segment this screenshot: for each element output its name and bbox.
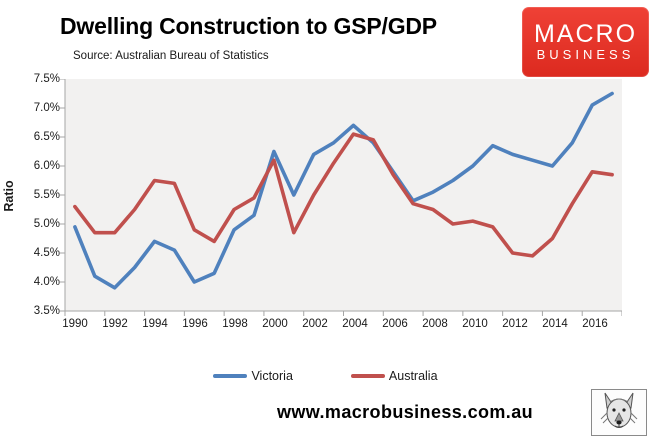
series-line-victoria — [73, 91, 614, 290]
x-axis-label: 1990 — [62, 318, 88, 330]
y-axis-label: 3.5% — [33, 305, 60, 317]
wolf-icon — [600, 392, 638, 428]
chart-title: Dwelling Construction to GSP/GDP — [60, 13, 437, 39]
x-axis-label: 2008 — [422, 318, 448, 330]
legend-item-victoria: Victoria — [213, 369, 293, 383]
y-axis-label: 6.5% — [33, 131, 60, 143]
x-axis-label: 2006 — [382, 318, 408, 330]
y-axis-label: 4.5% — [33, 247, 60, 259]
australia-line-swatch — [350, 374, 385, 378]
x-axis-label: 1994 — [142, 318, 168, 330]
x-axis-label: 2000 — [262, 318, 288, 330]
chart-source-note: Source: Australian Bureau of Statistics — [73, 50, 269, 62]
x-axis-label: 1996 — [182, 318, 208, 330]
series-line-australia — [73, 132, 614, 258]
x-axis-label: 2012 — [502, 318, 528, 330]
y-axis-label: 6.0% — [33, 160, 60, 172]
y-axis-label: 7.0% — [33, 102, 60, 114]
macrobusiness-logo: MACRO BUSINESS — [522, 7, 649, 77]
x-axis-label: 2014 — [542, 318, 568, 330]
y-axis-label: 5.0% — [33, 218, 60, 230]
legend-label-australia: Australia — [388, 369, 438, 383]
y-axis-label: 5.5% — [33, 189, 60, 201]
x-axis-label: 2004 — [342, 318, 368, 330]
chart-legend: Victoria Australia — [0, 369, 651, 383]
y-axis-label: 7.5% — [33, 73, 60, 85]
line-chart-plot-area — [60, 79, 622, 316]
x-axis-label: 1992 — [102, 318, 128, 330]
x-axis-label: 2002 — [302, 318, 328, 330]
wolf-logo — [591, 389, 647, 436]
website-url: www.macrobusiness.com.au — [276, 402, 533, 422]
x-axis-label: 2016 — [582, 318, 608, 330]
x-axis-label: 1998 — [222, 318, 248, 330]
x-axis-label: 2010 — [462, 318, 488, 330]
legend-item-australia: Australia — [350, 369, 438, 383]
y-axis-label: 4.0% — [33, 276, 60, 288]
logo-text-macro: MACRO — [533, 20, 638, 48]
legend-label-victoria: Victoria — [251, 369, 293, 383]
victoria-line-swatch — [213, 374, 248, 378]
logo-text-business: BUSINESS — [536, 47, 635, 62]
